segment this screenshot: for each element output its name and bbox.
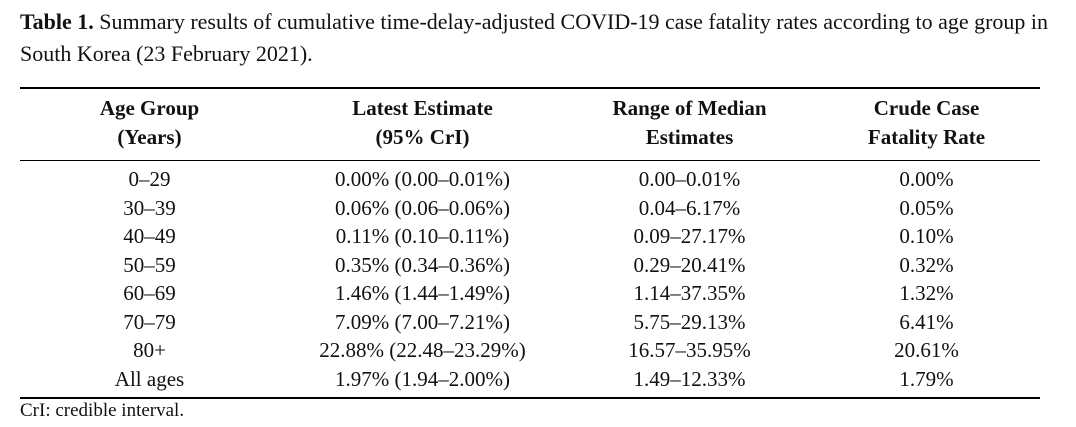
- table-label: Table 1.: [20, 9, 94, 34]
- cell-age-group: 0–29: [128, 167, 171, 191]
- cell-range-median: 0.29–20.41%: [633, 252, 746, 277]
- cell-range-median: 0.04–6.17%: [638, 195, 741, 220]
- table-caption-text: Summary results of cumulative time-delay…: [20, 9, 1049, 66]
- header-line: (95% CrI): [375, 125, 470, 149]
- header-line: Age Group: [99, 96, 200, 120]
- table-caption: Table 1. Summary results of cumulative t…: [20, 6, 1060, 70]
- cell-age-group: 70–79: [123, 309, 176, 334]
- cell-range-median: 0.00–0.01%: [638, 167, 741, 191]
- cell-age-group: 60–69: [123, 281, 176, 305]
- cell-range-median: 16.57–35.95%: [628, 338, 751, 362]
- table-header-rule: [20, 160, 1040, 161]
- header-age-group: Age Group (Years): [20, 94, 279, 152]
- cell-age-group: 50–59: [123, 252, 176, 277]
- cell-age-group: 30–39: [123, 195, 176, 220]
- cell-latest-estimate: 22.88% (22.48–23.29%): [319, 338, 526, 362]
- table-row: 40–49 0.11% (0.10–0.11%) 0.09–27.17% 0.1…: [20, 222, 1040, 251]
- header-row: Age Group (Years) Latest Estimate (95% C…: [20, 94, 1040, 152]
- cell-age-group: 80+: [133, 338, 166, 362]
- header-line: Range of Median: [612, 96, 767, 120]
- cell-range-median: 1.49–12.33%: [633, 366, 746, 391]
- cell-age-group: 40–49: [123, 224, 176, 248]
- cell-latest-estimate: 0.35% (0.34–0.36%): [335, 252, 510, 277]
- header-line: Estimates: [645, 125, 734, 149]
- header-line: Crude Case: [873, 96, 980, 120]
- cell-crude-cfr: 0.00%: [899, 167, 954, 191]
- cell-crude-cfr: 6.41%: [899, 309, 954, 334]
- header-crude-cfr: Crude Case Fatality Rate: [813, 94, 1040, 152]
- cell-range-median: 5.75–29.13%: [633, 309, 746, 334]
- cell-latest-estimate: 0.11% (0.10–0.11%): [335, 224, 510, 248]
- table-header: Age Group (Years) Latest Estimate (95% C…: [20, 94, 1040, 152]
- table-row: 30–39 0.06% (0.06–0.06%) 0.04–6.17% 0.05…: [20, 194, 1040, 223]
- table-row: 0–29 0.00% (0.00–0.01%) 0.00–0.01% 0.00%: [20, 165, 1040, 194]
- cell-age-group: All ages: [114, 366, 185, 391]
- header-line: Latest Estimate: [352, 96, 493, 120]
- cell-latest-estimate: 0.06% (0.06–0.06%): [335, 195, 510, 220]
- cell-crude-cfr: 0.10%: [899, 224, 954, 248]
- cell-crude-cfr: 1.79%: [899, 366, 954, 391]
- cell-latest-estimate: 0.00% (0.00–0.01%): [335, 167, 510, 191]
- cell-latest-estimate: 7.09% (7.00–7.21%): [335, 309, 510, 334]
- table-row: 60–69 1.46% (1.44–1.49%) 1.14–37.35% 1.3…: [20, 279, 1040, 308]
- cell-crude-cfr: 0.32%: [899, 252, 954, 277]
- table-row: 50–59 0.35% (0.34–0.36%) 0.29–20.41% 0.3…: [20, 251, 1040, 280]
- table-top-rule: [20, 87, 1040, 89]
- header-latest-estimate: Latest Estimate (95% CrI): [279, 94, 566, 152]
- table-row: 70–79 7.09% (7.00–7.21%) 5.75–29.13% 6.4…: [20, 308, 1040, 337]
- cell-latest-estimate: 1.97% (1.94–2.00%): [335, 366, 510, 391]
- cell-crude-cfr: 0.05%: [899, 195, 954, 220]
- cell-crude-cfr: 1.32%: [899, 281, 954, 305]
- table-row: 80+ 22.88% (22.48–23.29%) 16.57–35.95% 2…: [20, 336, 1040, 365]
- cell-range-median: 1.14–37.35%: [633, 281, 746, 305]
- header-line: Fatality Rate: [867, 125, 986, 149]
- table-footnote: CrI: credible interval.: [20, 400, 185, 421]
- header-line: (Years): [117, 125, 182, 149]
- cell-range-median: 0.09–27.17%: [633, 224, 746, 248]
- cell-latest-estimate: 1.46% (1.44–1.49%): [335, 281, 510, 305]
- table-row: All ages 1.97% (1.94–2.00%) 1.49–12.33% …: [20, 365, 1040, 394]
- header-range-median: Range of Median Estimates: [566, 94, 813, 152]
- cell-crude-cfr: 20.61%: [894, 338, 959, 362]
- table-bottom-rule: [20, 397, 1040, 399]
- table-body: 0–29 0.00% (0.00–0.01%) 0.00–0.01% 0.00%…: [20, 165, 1040, 393]
